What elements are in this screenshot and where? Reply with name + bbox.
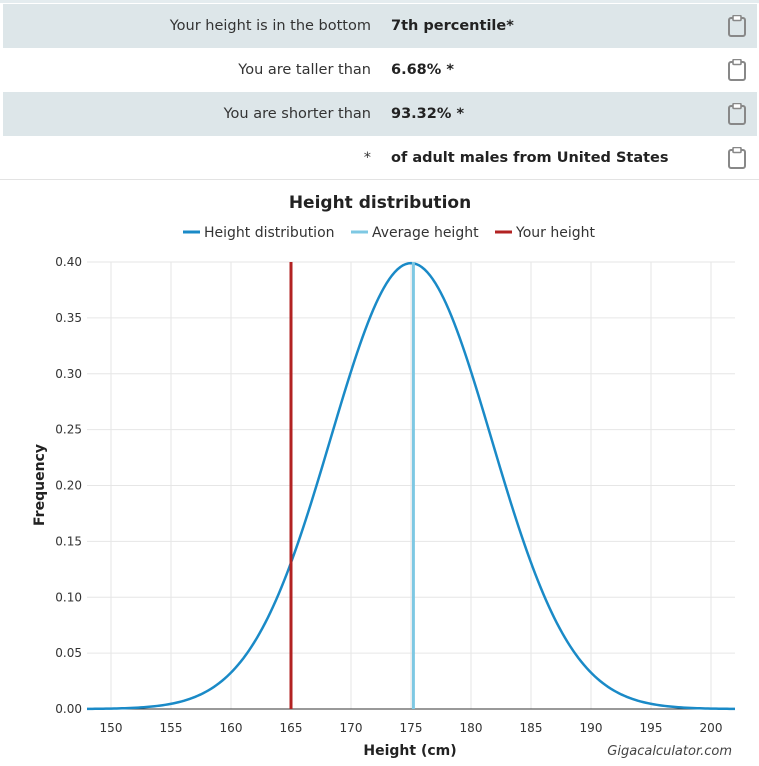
clipboard-icon[interactable]: [727, 59, 747, 81]
y-tick-label: 0.35: [55, 311, 82, 325]
y-tick-label: 0.15: [55, 534, 82, 548]
clipboard-icon[interactable]: [727, 15, 747, 37]
result-value: of adult males from United States: [391, 150, 669, 166]
x-tick-label: 200: [700, 721, 723, 735]
x-tick-label: 185: [520, 721, 543, 735]
x-tick-label: 160: [220, 721, 243, 735]
result-label: Your height is in the bottom: [169, 18, 371, 34]
result-row-percentile: Your height is in the bottom 7th percent…: [3, 4, 757, 48]
x-axis-ticks: 150 155 160 165 170 175 180 185 190 195 200: [100, 721, 723, 735]
x-tick-label: 175: [400, 721, 423, 735]
y-tick-label: 0.10: [55, 590, 82, 604]
grid-lines: [87, 261, 735, 710]
height-distribution-chart: Height distribution Height distribution …: [32, 193, 736, 759]
y-tick-label: 0.05: [55, 646, 82, 660]
legend: Height distribution Average height Your …: [183, 225, 595, 241]
x-tick-label: 155: [160, 721, 183, 735]
x-tick-label: 165: [280, 721, 303, 735]
result-row-population: * of adult males from United States: [3, 136, 757, 180]
result-value: 93.32% *: [391, 106, 465, 122]
y-tick-label: 0.25: [55, 423, 82, 437]
y-tick-label: 0.00: [55, 702, 82, 716]
x-axis-label: Height (cm): [363, 743, 456, 759]
x-tick-label: 190: [580, 721, 603, 735]
y-axis-label: Frequency: [32, 444, 48, 526]
legend-label-average[interactable]: Average height: [372, 225, 479, 241]
y-tick-label: 0.30: [55, 367, 82, 381]
chart-title: Height distribution: [289, 193, 471, 213]
watermark: Gigacalculator.com: [607, 744, 732, 759]
x-tick-label: 180: [460, 721, 483, 735]
result-label: You are taller than: [238, 62, 371, 78]
y-tick-label: 0.20: [55, 479, 82, 493]
result-label: *: [363, 150, 371, 166]
y-tick-label: 0.40: [55, 255, 82, 269]
result-label: You are shorter than: [223, 106, 371, 122]
result-row-shorter: You are shorter than 93.32% *: [3, 92, 757, 136]
legend-label-distribution[interactable]: Height distribution: [204, 225, 335, 241]
result-value: 7th percentile*: [391, 18, 514, 34]
y-axis-ticks: 0.00 0.05 0.10 0.15 0.20 0.25 0.30 0.35 0.40: [55, 255, 82, 716]
series-height-distribution: [86, 261, 736, 711]
results-table: Your height is in the bottom 7th percent…: [3, 4, 757, 180]
top-border: [0, 0, 759, 3]
section-divider: [0, 179, 759, 180]
result-value: 6.68% *: [391, 62, 454, 78]
x-tick-label: 150: [100, 721, 123, 735]
x-tick-label: 195: [640, 721, 663, 735]
clipboard-icon[interactable]: [727, 147, 747, 169]
x-tick-label: 170: [340, 721, 363, 735]
legend-label-your-height[interactable]: Your height: [515, 225, 595, 241]
clipboard-icon[interactable]: [727, 103, 747, 125]
result-row-taller: You are taller than 6.68% *: [3, 48, 757, 92]
